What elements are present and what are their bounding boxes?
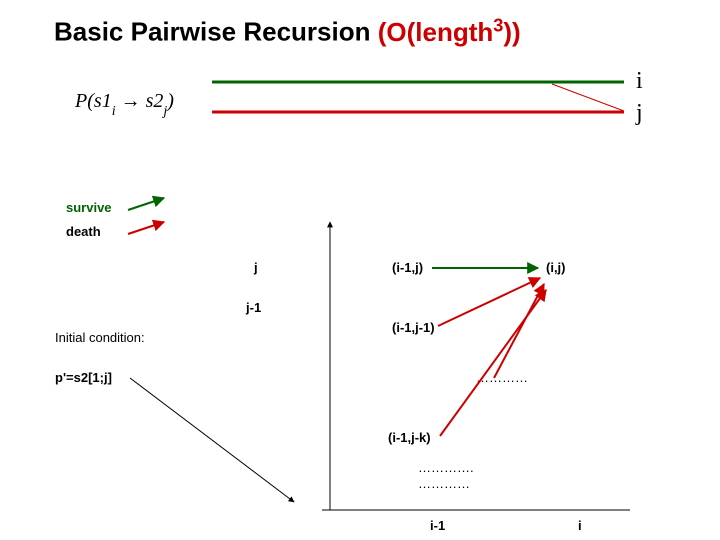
dots-3: ………… (418, 476, 470, 491)
col-label-i: i (578, 518, 582, 533)
connector-ij (552, 84, 624, 111)
pprime-arrow (130, 378, 294, 502)
title-red-prefix: (O(length (378, 17, 494, 47)
arrow-death-i1j1 (438, 278, 540, 326)
node-i1-j1: (i-1,j-1) (392, 320, 435, 335)
initial-condition-label: Initial condition: (55, 330, 145, 345)
legend-arrow-death (128, 222, 164, 234)
arrow-death-mid (494, 284, 544, 378)
row-label-j-1: j-1 (246, 300, 261, 315)
dots-2: …………. (418, 460, 474, 475)
node-i-j: (i,j) (546, 260, 566, 275)
label-i: i (636, 68, 643, 95)
title-red-suffix: )) (503, 17, 520, 47)
title-black: Basic Pairwise Recursion (54, 17, 378, 47)
node-i1-j: (i-1,j) (392, 260, 423, 275)
node-i1-jk: (i-1,j-k) (388, 430, 431, 445)
diagram-overlay (0, 0, 720, 540)
legend-arrow-survive (128, 198, 164, 210)
label-j: j (636, 100, 643, 127)
probability-expression: P(s1i → s2j) (75, 90, 174, 117)
title-red: (O(length3)) (378, 17, 521, 47)
legend-survive: survive (66, 200, 112, 215)
title-red-sup: 3 (493, 15, 503, 35)
legend-death: death (66, 224, 101, 239)
row-label-j: j (254, 260, 258, 275)
dots-1: ………… (476, 370, 528, 385)
p-prime-label: p'=s2[1;j] (55, 370, 112, 385)
slide-title: Basic Pairwise Recursion (O(length3)) (54, 15, 521, 48)
arrow-death-i1jk (440, 290, 546, 436)
col-label-i-1: i-1 (430, 518, 445, 533)
